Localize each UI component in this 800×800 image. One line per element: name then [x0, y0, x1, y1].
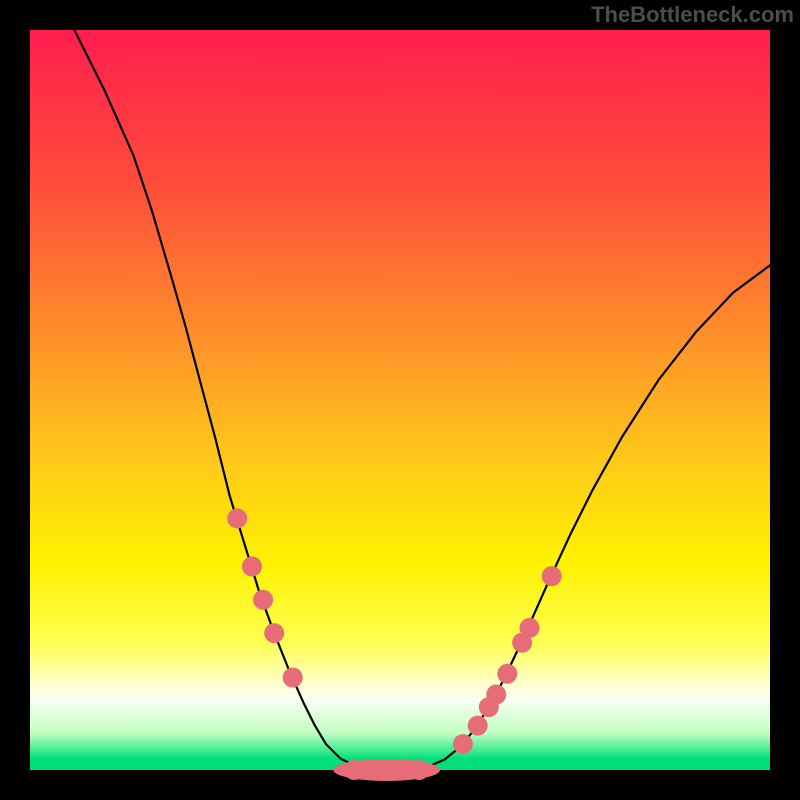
data-marker [468, 716, 488, 736]
data-marker [453, 734, 473, 754]
data-marker [520, 618, 540, 638]
data-marker [253, 590, 273, 610]
valley-blob [333, 759, 440, 781]
data-marker [283, 668, 303, 688]
watermark-text: TheBottleneck.com [591, 2, 794, 28]
chart-stage: TheBottleneck.com [0, 0, 800, 800]
plot-background [30, 30, 770, 770]
data-marker [486, 685, 506, 705]
data-marker [227, 508, 247, 528]
data-marker [264, 623, 284, 643]
data-marker [542, 566, 562, 586]
bottleneck-chart [0, 0, 800, 800]
data-marker [497, 664, 517, 684]
data-marker [242, 557, 262, 577]
